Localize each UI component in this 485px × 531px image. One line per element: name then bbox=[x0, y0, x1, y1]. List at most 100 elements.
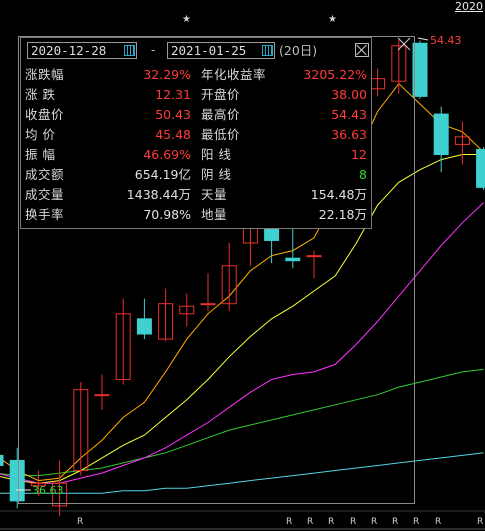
calendar-icon[interactable] bbox=[124, 45, 135, 56]
rights-marker: R bbox=[307, 517, 314, 527]
candle-body bbox=[73, 389, 89, 472]
stat-label: 均 价 bbox=[25, 127, 56, 142]
down-candle bbox=[136, 298, 152, 340]
candle-body bbox=[0, 454, 4, 466]
up-candle bbox=[94, 374, 110, 410]
ma10-line bbox=[0, 82, 484, 482]
candle-body bbox=[412, 42, 428, 97]
stat-label: 收盘价 bbox=[25, 107, 65, 122]
candle-body bbox=[221, 265, 237, 305]
stat-value: 12.31 bbox=[155, 87, 191, 102]
end-date-value: 2021-01-25 bbox=[171, 43, 247, 58]
stat-label: 成交额 bbox=[25, 167, 65, 182]
stat-value: 36.63 bbox=[331, 127, 367, 142]
up-candle bbox=[30, 470, 46, 496]
stat-value: 45.48 bbox=[155, 127, 191, 142]
calendar-icon[interactable] bbox=[262, 45, 273, 56]
stats-row: 涨跌幅 32.29% 年化收益率 3205.22% bbox=[25, 65, 369, 85]
up-candle bbox=[306, 250, 322, 279]
rights-marker: R bbox=[286, 517, 293, 527]
rights-marker: R bbox=[392, 517, 399, 527]
up-candle bbox=[454, 121, 470, 165]
stat-value: 46.69% bbox=[143, 147, 191, 162]
period-label: 2020 bbox=[455, 0, 483, 13]
candle-body bbox=[476, 148, 485, 188]
ma60-line bbox=[0, 368, 484, 477]
stat-label: 振 幅 bbox=[25, 147, 56, 162]
stat-value: 1438.44万 bbox=[126, 187, 191, 202]
candle-body bbox=[94, 394, 110, 397]
stat-value: 12 bbox=[351, 147, 367, 162]
ma20-line bbox=[0, 154, 484, 484]
stats-row: 涨 跌 12.31 开盘价 38.00 bbox=[25, 85, 369, 105]
down-candle bbox=[476, 146, 485, 190]
stat-value: 32.29% bbox=[143, 67, 191, 82]
stat-label: 年化收益率 bbox=[201, 67, 267, 82]
range-close-stroke bbox=[397, 37, 411, 51]
stat-label: 换手率 bbox=[25, 207, 65, 222]
candle-body bbox=[306, 255, 322, 258]
stat-label: 涨跌幅 bbox=[25, 67, 65, 82]
stat-label: 最高价 bbox=[201, 107, 241, 122]
candle-body bbox=[285, 257, 301, 262]
ma30-line bbox=[0, 202, 484, 484]
stats-row: 收盘价 50.43 最高价 54.43 bbox=[25, 105, 369, 125]
candle-body bbox=[179, 305, 195, 315]
up-candle bbox=[370, 68, 386, 97]
up-candle bbox=[73, 382, 89, 476]
up-candle bbox=[391, 40, 407, 94]
close-panel-button[interactable] bbox=[355, 43, 369, 57]
stat-value: 70.98% bbox=[143, 207, 191, 222]
stat-label: 天量 bbox=[201, 187, 228, 202]
stat-value: 38.00 bbox=[331, 87, 367, 102]
candle-body bbox=[200, 303, 216, 306]
start-date-picker[interactable]: 2020-12-28 bbox=[27, 42, 137, 59]
event-star-icon[interactable]: ★ bbox=[182, 14, 191, 25]
down-candle bbox=[412, 40, 428, 99]
stat-label: 涨 跌 bbox=[25, 87, 56, 102]
ma120-line bbox=[0, 452, 484, 494]
stat-label: 阳 线 bbox=[201, 147, 232, 162]
candle-body bbox=[52, 482, 68, 507]
selection-range-box[interactable] bbox=[16, 36, 429, 504]
stat-value: 54.43 bbox=[331, 107, 367, 122]
event-star-icon[interactable]: ★ bbox=[328, 14, 337, 25]
stat-label: 地量 bbox=[201, 207, 228, 222]
panel-header: 2020-12-28 - 2021-01-25 (20日) bbox=[27, 42, 369, 60]
stat-value: 8 bbox=[359, 167, 367, 182]
low-price-tag: 36.63 bbox=[32, 484, 64, 497]
up-candle bbox=[52, 460, 68, 517]
stat-label: 开盘价 bbox=[201, 87, 241, 102]
rights-marker: R bbox=[413, 517, 420, 527]
high-price-tag: 54.43 bbox=[430, 34, 462, 47]
rights-marker: R bbox=[350, 517, 357, 527]
stat-value: 3205.22% bbox=[303, 67, 367, 82]
candle-body bbox=[454, 136, 470, 145]
candle-body bbox=[433, 113, 449, 156]
date-separator: - bbox=[151, 43, 156, 57]
stat-value: 654.19亿 bbox=[134, 167, 191, 182]
rights-marker: R bbox=[477, 517, 484, 527]
range-outline bbox=[18, 36, 415, 504]
candle-body bbox=[30, 482, 46, 487]
interval-stats-panel: 2020-12-28 - 2021-01-25 (20日) 涨跌幅 32.29% 年… bbox=[20, 37, 372, 229]
up-candle bbox=[179, 293, 195, 327]
up-candle bbox=[115, 298, 131, 385]
rights-marker: R bbox=[435, 517, 442, 527]
end-date-picker[interactable]: 2021-01-25 bbox=[167, 42, 275, 59]
candle-body bbox=[115, 313, 131, 381]
stat-value: 50.43 bbox=[155, 107, 191, 122]
stats-row: 振 幅 46.69% 阳 线 12 bbox=[25, 145, 369, 165]
rights-marker: R bbox=[77, 517, 84, 527]
down-candle bbox=[9, 447, 25, 509]
down-candle bbox=[433, 106, 449, 173]
stat-label: 最低价 bbox=[201, 127, 241, 142]
up-candle bbox=[200, 273, 216, 312]
day-count: (20日) bbox=[279, 43, 318, 58]
stats-row: 成交额 654.19亿阴 线 8 bbox=[25, 165, 369, 185]
candle-body bbox=[9, 459, 25, 502]
stat-label: 成交量 bbox=[25, 187, 65, 202]
chart-grid bbox=[0, 510, 485, 530]
candle-body bbox=[391, 45, 407, 82]
candle-body bbox=[136, 318, 152, 335]
